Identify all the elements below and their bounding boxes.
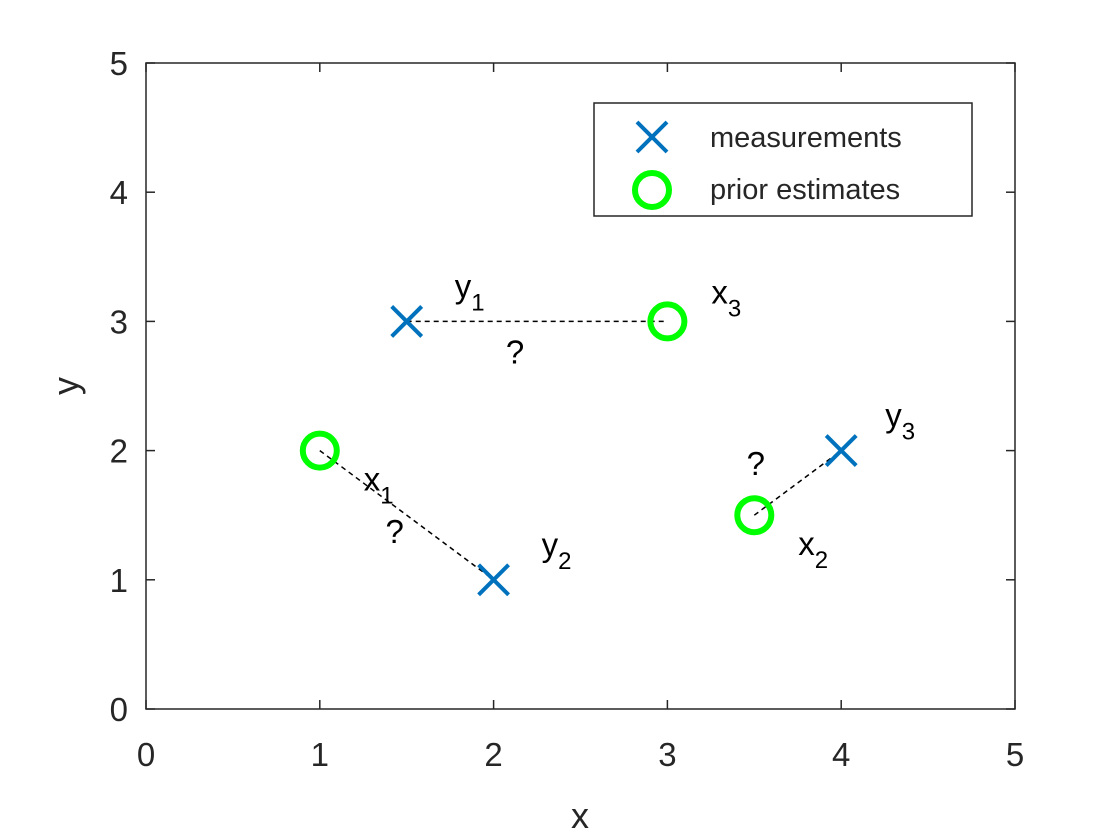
- measurement-marker: [477, 563, 511, 597]
- measurement-marker: [824, 434, 858, 468]
- point-label-main: x: [364, 461, 381, 498]
- point-label-main: y: [885, 397, 902, 434]
- legend: measurements prior estimates: [593, 102, 973, 217]
- plot-frame: [145, 62, 1016, 710]
- legend-entry-label: measurements: [710, 122, 902, 154]
- y-tick-label: 5: [110, 45, 128, 82]
- ticks-layer: 0 1 2 3 4 5 0 1 2 3 4 5: [110, 45, 1025, 773]
- point-label-subscript: 1: [380, 483, 393, 510]
- x-tick-label: 0: [137, 736, 155, 773]
- prior-estimate-marker: [647, 301, 688, 342]
- marker-x-stroke: [635, 120, 669, 154]
- marker-x-stroke: [390, 304, 424, 338]
- link-question-mark: ?: [506, 333, 524, 370]
- link-question-mark: ?: [386, 513, 404, 550]
- prior-estimate-marker: [299, 430, 340, 471]
- point-label-x3: x3: [711, 273, 741, 322]
- marks-layer: [299, 301, 858, 597]
- point-label-subscript: 3: [728, 295, 741, 322]
- y-tick-label: 1: [110, 562, 128, 599]
- legend-entry-label: prior estimates: [710, 174, 900, 206]
- point-label-y2: y2: [542, 526, 572, 575]
- legend-prior-estimate-marker: [632, 170, 672, 210]
- point-label-subscript: 1: [471, 289, 484, 316]
- x-tick-label: 1: [311, 736, 329, 773]
- measurement-marker: [390, 304, 424, 338]
- y-axis-label: y: [45, 377, 86, 395]
- point-label-x2: x2: [798, 525, 828, 574]
- x-tick-label: 5: [1006, 736, 1024, 773]
- point-label-main: x: [711, 273, 728, 310]
- y-tick-label: 2: [110, 433, 128, 470]
- link-question-mark: ?: [747, 445, 765, 482]
- prior-estimate-marker: [734, 495, 775, 536]
- point-label-subscript: 2: [558, 548, 571, 575]
- point-label-x1: x1: [364, 461, 394, 510]
- x-tick-label: 3: [658, 736, 676, 773]
- marker-x-stroke: [824, 434, 858, 468]
- y-tick-label: 3: [110, 303, 128, 340]
- point-label-main: y: [455, 267, 472, 304]
- point-label-y1: y1: [455, 267, 485, 316]
- x-tick-label: 2: [484, 736, 502, 773]
- legend-box: [593, 102, 973, 217]
- y-tick-label: 0: [110, 691, 128, 728]
- point-label-main: x: [798, 525, 815, 562]
- y-tick-label: 4: [110, 174, 128, 211]
- point-label-main: y: [542, 526, 559, 563]
- x-tick-label: 4: [832, 736, 850, 773]
- x-axis-label: x: [571, 795, 589, 836]
- marker-x-stroke: [477, 563, 511, 597]
- point-label-subscript: 3: [902, 419, 915, 446]
- point-label-subscript: 2: [815, 547, 828, 574]
- point-label-y3: y3: [885, 397, 915, 446]
- legend-measurement-marker: [635, 120, 669, 154]
- link-line: [319, 449, 495, 581]
